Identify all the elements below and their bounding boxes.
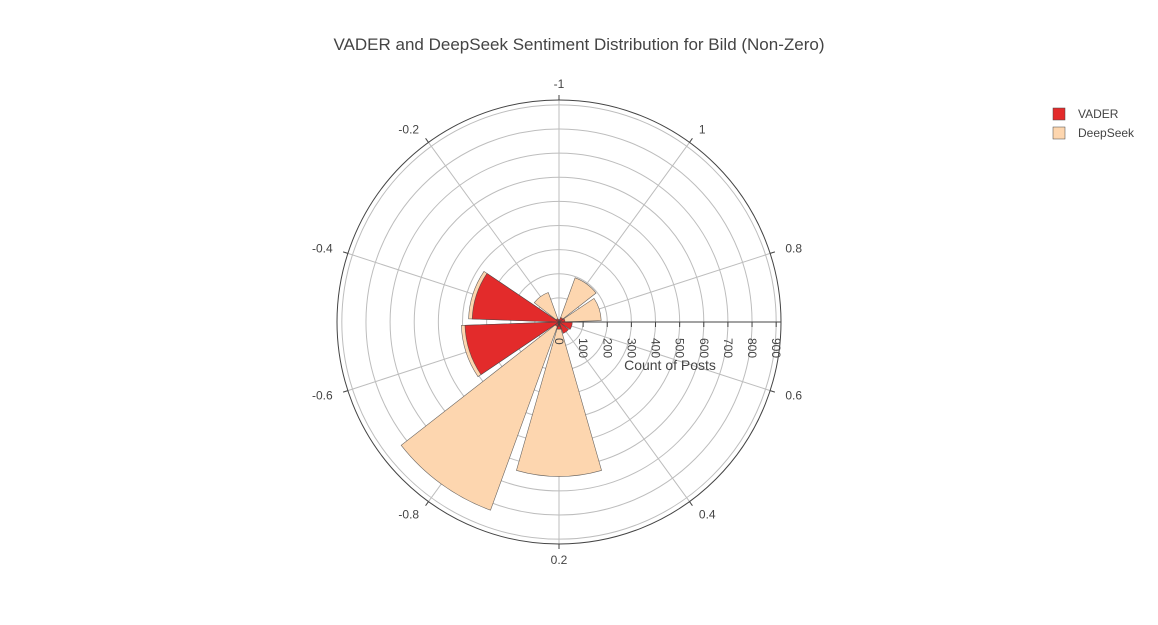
deepseek-bar-2[interactable]: [557, 297, 602, 323]
vader-bar-1[interactable]: [558, 317, 564, 323]
angular-tick-mark-1: [689, 138, 693, 143]
radial-tick-label-5: 500: [673, 338, 687, 358]
angular-tick-label-6: -0.8: [398, 508, 419, 522]
angular-tick-label-8: -0.4: [312, 241, 333, 255]
legend-label-vader: VADER: [1078, 107, 1119, 121]
angular-tick-label-9: -0.2: [398, 122, 419, 136]
radial-tick-label-3: 300: [624, 338, 638, 358]
vader-bar-9[interactable]: [555, 318, 560, 323]
vader-bar-8[interactable]: [471, 273, 561, 323]
angular-tick-label-3: 0.6: [785, 389, 802, 403]
deepseek-bar-9[interactable]: [533, 292, 560, 323]
radial-tick-label-7: 700: [721, 338, 735, 358]
angular-tick-label-4: 0.4: [699, 508, 716, 522]
deepseek-bar-5[interactable]: [516, 320, 602, 477]
angular-tick-label-7: -0.6: [312, 389, 333, 403]
vader-bar-7[interactable]: [464, 321, 561, 376]
angular-tick-mark-8: [342, 251, 349, 254]
vader-bar-4[interactable]: [558, 321, 569, 334]
angular-tick-mark-6: [425, 501, 429, 506]
legend: VADER DeepSeek: [1052, 107, 1135, 140]
radial-tick-label-6: 600: [697, 338, 711, 358]
angular-tick-label-1: 1: [699, 122, 706, 136]
angular-gridline-3: [558, 321, 771, 392]
angular-tick-mark-3: [769, 390, 776, 393]
legend-label-deepseek: DeepSeek: [1078, 126, 1135, 140]
angular-tick-mark-2: [769, 251, 776, 254]
chart-title: VADER and DeepSeek Sentiment Distributio…: [333, 35, 824, 54]
angular-gridline-4: [558, 321, 690, 502]
angular-tick-mark-7: [342, 390, 349, 393]
vader-bars: [464, 273, 573, 376]
radial-tick-label-0: 0: [552, 338, 566, 345]
radial-axis-title: Count of Posts: [624, 357, 716, 373]
radial-tick-label-9: 900: [769, 338, 783, 358]
vader-bar-6[interactable]: [554, 321, 560, 327]
legend-item-vader[interactable]: VADER: [1052, 107, 1119, 121]
deepseek-bar-6[interactable]: [400, 321, 560, 511]
polar-axes: 0 100 200 300 400 500 600 700 800 900 -1 1 0.8 0.6 0.4…: [312, 77, 802, 567]
angular-tick-label-0: -1: [554, 77, 565, 91]
legend-item-deepseek[interactable]: DeepSeek: [1052, 126, 1135, 140]
deepseek-bar-1[interactable]: [558, 277, 597, 323]
angular-tick-label-5: 0.2: [551, 553, 568, 567]
radial-tick-label-2: 200: [600, 338, 614, 358]
angular-gridline-9: [428, 142, 560, 323]
angular-tick-mark-4: [689, 501, 693, 506]
legend-swatch-deepseek: [1052, 126, 1066, 140]
angular-tick-label-2: 0.8: [785, 241, 802, 255]
radial-tick-label-8: 800: [745, 338, 759, 358]
radial-tick-label-4: 400: [649, 338, 663, 358]
angular-tick-mark-9: [425, 138, 429, 143]
legend-swatch-vader: [1052, 107, 1066, 121]
radial-tick-label-1: 100: [576, 338, 590, 358]
